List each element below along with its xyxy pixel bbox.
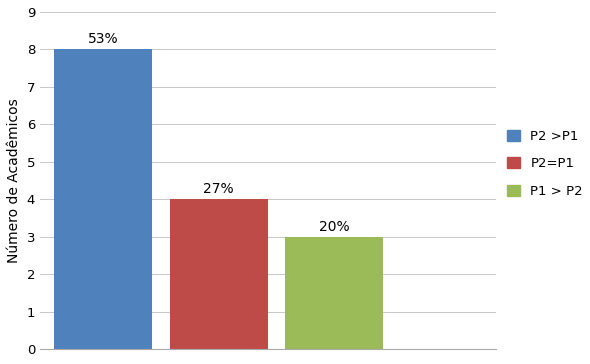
Legend: P2 >P1, P2=P1, P1 > P2: P2 >P1, P2=P1, P1 > P2 (507, 130, 583, 198)
Bar (54, 50, 152, 349)
Text: 20%: 20% (319, 220, 349, 234)
Text: 27%: 27% (204, 182, 234, 196)
Bar (285, 237, 383, 349)
Y-axis label: Número de Acadêmicos: Número de Acadêmicos (7, 98, 21, 263)
Text: 53%: 53% (88, 32, 119, 46)
Bar (170, 199, 268, 349)
